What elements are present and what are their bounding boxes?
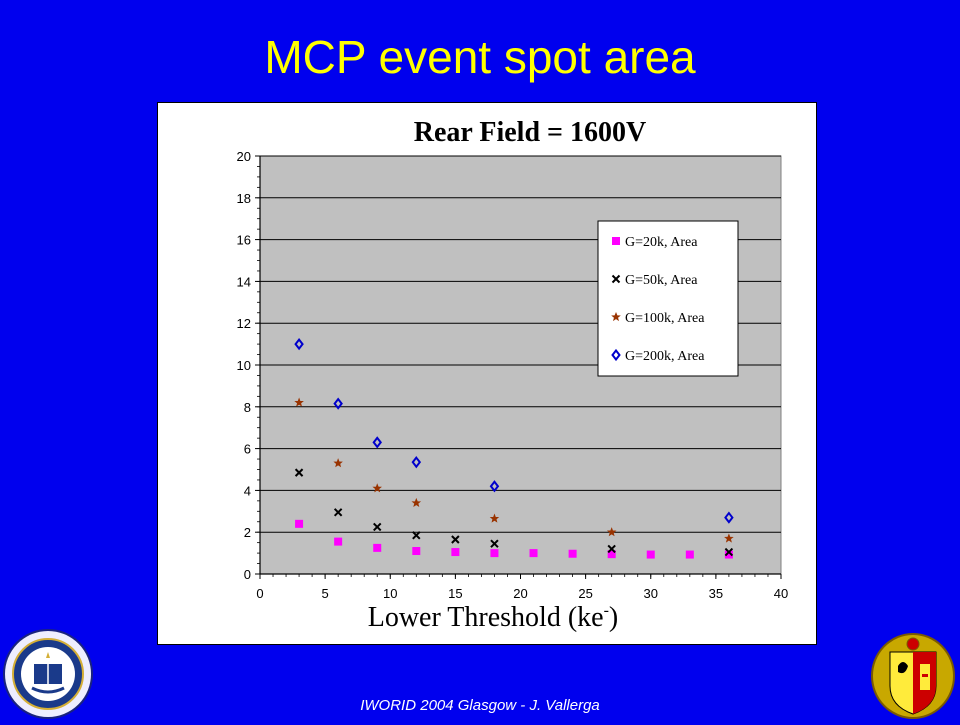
tick-labels: 0 2 4 6 8 10 12 14 16 18 20 0 5 10 15 20 25 30 35 40: [237, 149, 789, 601]
chart-title: Rear Field = 1600V: [414, 117, 646, 148]
data-point-series-1: [646, 550, 655, 559]
y-tick-label: 0: [244, 567, 251, 582]
x-tick-label: 5: [322, 586, 329, 601]
data-point-series-3: [606, 527, 617, 537]
x-axis-title-main: Lower Threshold (ke: [368, 602, 604, 633]
x-axis-title: Lower Threshold (ke-): [368, 602, 619, 633]
data-point-series-1: [373, 543, 382, 552]
legend-label: G=20k, Area: [625, 235, 698, 250]
data-point-series-2: [373, 522, 382, 532]
chart-panel: 0 2 4 6 8 10 12 14 16 18 20 0 5 10 15 20 25 30 35 40 Rear F…: [157, 102, 817, 645]
y-tick-label: 8: [244, 400, 251, 415]
x-tick-label: 40: [774, 586, 788, 601]
legend-marker: [611, 348, 621, 362]
data-point-series-1: [412, 547, 421, 556]
data-point-series-2: [607, 544, 616, 554]
y-tick-label: 12: [237, 316, 251, 331]
data-point-series-2: [412, 531, 421, 540]
legend-label: G=100k, Area: [625, 311, 705, 326]
slide-title: MCP event spot area: [264, 31, 696, 83]
y-tick-label: 18: [237, 191, 251, 206]
data-point-series-2: [490, 539, 499, 548]
data-point-series-4: [333, 397, 343, 410]
x-tick-label: 30: [644, 586, 658, 601]
y-tick-label: 10: [237, 358, 251, 373]
legend-marker: [612, 237, 620, 245]
x-axis-title-end: ): [609, 602, 618, 633]
data-points: [294, 337, 734, 559]
data-point-series-4: [294, 337, 304, 351]
data-point-series-2: [451, 535, 460, 544]
data-point-series-2: [294, 468, 304, 477]
x-tick-label: 25: [578, 586, 592, 601]
data-point-series-1: [295, 519, 304, 528]
data-point-series-1: [724, 550, 733, 559]
data-point-series-3: [489, 513, 500, 523]
uc-berkeley-seal: [2, 628, 94, 725]
y-tick-label: 20: [237, 149, 251, 164]
data-point-series-1: [568, 549, 577, 558]
data-point-series-1: [607, 550, 616, 559]
data-point-series-4: [724, 511, 734, 524]
x-tick-label: 10: [383, 586, 397, 601]
data-point-series-2: [724, 547, 734, 557]
x-tick-label: 20: [513, 586, 527, 601]
x-axis-title-sup: -: [604, 602, 609, 619]
data-point-series-3: [724, 533, 734, 543]
geneva-coat-of-arms: [870, 630, 956, 725]
data-point-series-3: [411, 497, 422, 507]
slide-footer: IWORID 2004 Glasgow - J. Vallerga: [360, 697, 600, 714]
y-tick-label: 4: [244, 483, 251, 498]
y-tick-label: 2: [244, 525, 251, 540]
data-point-series-1: [490, 549, 499, 558]
scatter-chart: 0 2 4 6 8 10 12 14 16 18 20 0 5 10 15 20 25 30 35 40 Rear F…: [237, 117, 789, 633]
legend-label: G=50k, Area: [625, 273, 698, 288]
x-tick-label: 35: [709, 586, 723, 601]
legend-marker: [611, 274, 621, 284]
data-point-series-4: [411, 456, 422, 469]
data-point-series-1: [334, 537, 343, 546]
data-point-series-1: [451, 548, 460, 557]
y-tick-label: 14: [237, 274, 251, 289]
legend-marker: [611, 312, 621, 322]
data-point-series-1: [529, 549, 538, 558]
data-point-series-4: [489, 480, 500, 493]
axes: [255, 155, 782, 579]
legend-box: [597, 220, 739, 377]
legend-label: G=200k, Area: [625, 349, 705, 364]
data-point-series-1: [685, 550, 694, 559]
x-tick-label: 15: [448, 586, 462, 601]
data-point-series-3: [294, 397, 304, 407]
y-tick-label: 16: [237, 233, 251, 248]
data-point-series-3: [333, 458, 343, 468]
x-tick-label: 0: [256, 586, 263, 601]
legend: G=20k, Area G=50k, Area G=100k, Area G=200k…: [597, 220, 739, 377]
data-point-series-4: [372, 436, 382, 449]
y-tick-label: 6: [244, 442, 251, 457]
data-point-series-2: [333, 508, 343, 517]
data-point-series-3: [372, 483, 383, 493]
